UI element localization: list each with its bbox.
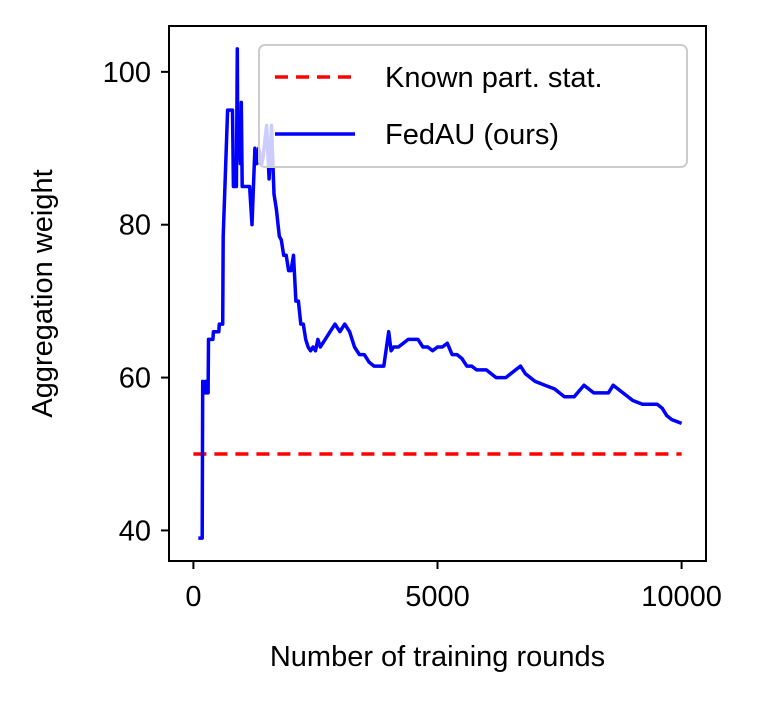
legend-box <box>258 44 688 168</box>
y-tick-label: 40 <box>119 515 151 547</box>
y-tick-label: 80 <box>119 210 151 242</box>
legend-label-fedau: FedAU (ours) <box>385 119 559 151</box>
x-axis-label: Number of training rounds <box>270 641 605 673</box>
legend: Known part. stat. FedAU (ours) <box>258 44 688 168</box>
y-tick-label: 100 <box>103 57 151 89</box>
y-axis-label: Aggregation weight <box>27 169 59 417</box>
y-tick-label: 60 <box>119 363 151 395</box>
series-line-fedau-ours <box>198 47 683 540</box>
series-layer <box>193 47 683 540</box>
ticks-layer: 0 5000 10000 40 60 80 100 <box>103 57 722 613</box>
x-tick-label: 10000 <box>641 581 722 613</box>
x-tick-label: 0 <box>185 581 201 613</box>
legend-label-known-part-stat: Known part. stat. <box>385 62 603 94</box>
x-tick-label: 5000 <box>405 581 470 613</box>
